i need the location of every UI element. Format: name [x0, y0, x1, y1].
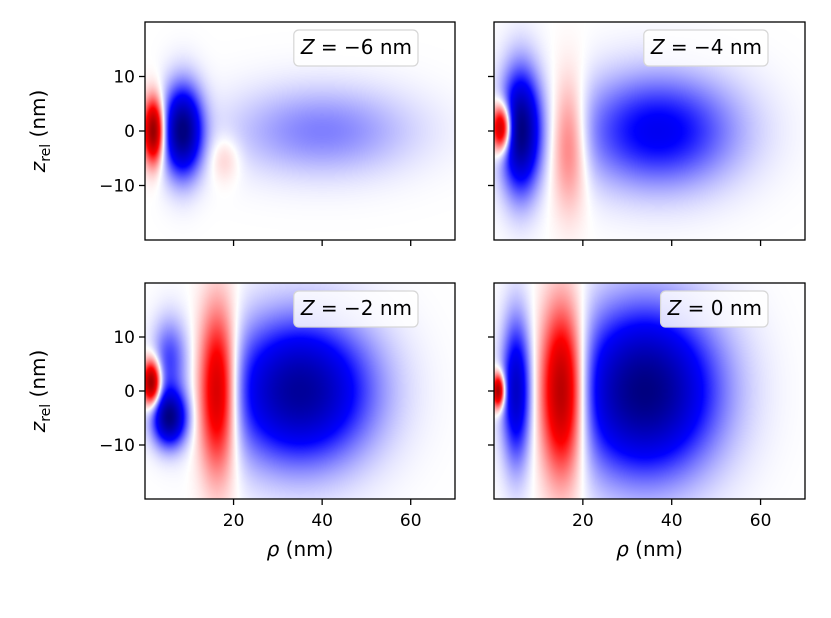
x-axis-label: ρ (nm) — [267, 537, 334, 561]
x-tick-label: 20 — [223, 511, 245, 531]
annotation-box: Z = −6 nm — [293, 29, 419, 67]
y-axis-label: zrel (nm) — [26, 350, 54, 434]
y-tick-label: −10 — [99, 436, 135, 456]
panel-z-minus-6: 10 0 −10 zrel (nm) Z = −6 nm — [26, 21, 456, 246]
x-tick-label: 40 — [311, 511, 333, 531]
x-tick-label: 60 — [750, 511, 772, 531]
x-axis-label: ρ (nm) — [616, 537, 683, 561]
annotation-label: Z = −2 nm — [300, 296, 412, 320]
annotation-box: Z = −2 nm — [293, 290, 419, 328]
panel-z-minus-2: 20 40 60 10 0 −10 ρ (nm) zrel (nm) Z = −2 nm — [26, 282, 456, 561]
annotation-label: Z = −6 nm — [300, 35, 412, 59]
y-tick-label: 0 — [124, 382, 135, 402]
y-axis-label: zrel (nm) — [26, 90, 54, 174]
annotation-box: Z = −4 nm — [643, 29, 769, 67]
y-tick-label: 10 — [113, 328, 135, 348]
panel-z-0: 20 40 60 ρ (nm) Z = 0 nm — [488, 282, 806, 561]
panel-z-minus-4: Z = −4 nm — [488, 21, 806, 246]
y-tick-label: 10 — [113, 68, 135, 88]
x-tick-label: 40 — [661, 511, 683, 531]
x-tick-label: 20 — [572, 511, 594, 531]
y-tick-label: 0 — [124, 122, 135, 142]
annotation-box: Z = 0 nm — [659, 290, 769, 328]
y-tick-label: −10 — [99, 177, 135, 197]
x-tick-label: 60 — [400, 511, 422, 531]
annotation-label: Z = 0 nm — [667, 296, 762, 320]
annotation-label: Z = −4 nm — [650, 35, 762, 59]
